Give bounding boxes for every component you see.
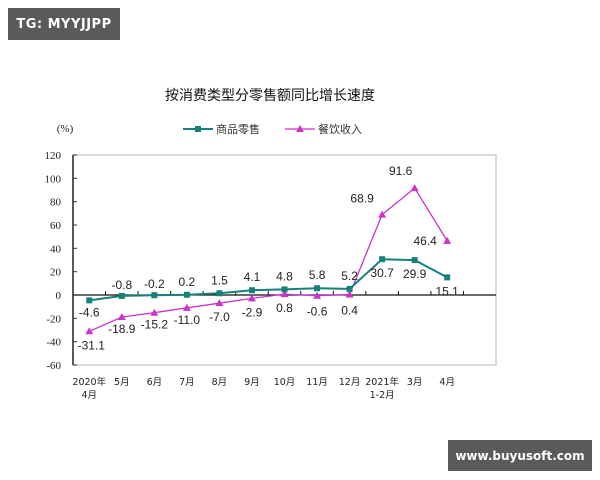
retail-marker xyxy=(216,290,223,297)
retail-marker xyxy=(183,291,190,298)
series-line-retail xyxy=(89,258,448,302)
y-tick-label: -60 xyxy=(46,360,61,372)
legend-label: 餐饮收入 xyxy=(318,122,362,136)
catering-marker xyxy=(85,327,94,335)
data-label: -7.0 xyxy=(209,310,230,324)
data-label: 15.1 xyxy=(436,284,460,298)
retail-marker xyxy=(346,285,353,292)
retail-marker xyxy=(314,285,321,292)
data-label: -2.9 xyxy=(242,305,263,319)
data-label: 0.2 xyxy=(179,275,196,289)
data-label: 4.8 xyxy=(276,269,293,283)
catering-marker xyxy=(345,290,354,298)
y-tick-label: -20 xyxy=(46,313,61,325)
series-line-catering xyxy=(89,187,448,332)
catering-marker xyxy=(215,299,224,307)
data-label: 91.6 xyxy=(389,164,413,178)
legend-label: 商品零售 xyxy=(216,122,260,136)
data-label: -4.6 xyxy=(79,305,100,319)
y-tick-label: -40 xyxy=(46,337,61,349)
data-label: -18.9 xyxy=(108,322,136,336)
catering-marker xyxy=(117,313,126,321)
x-category-label: 1-2月 xyxy=(370,390,395,401)
x-category-label: 4月 xyxy=(81,390,97,401)
x-category-label: 8月 xyxy=(212,377,228,388)
data-label: -0.8 xyxy=(111,278,132,292)
x-category-label: 2021年 xyxy=(365,376,399,388)
catering-marker xyxy=(410,184,419,192)
data-label: -15.2 xyxy=(141,318,169,332)
x-category-label: 11月 xyxy=(306,377,328,388)
y-tick-label: 0 xyxy=(56,290,62,302)
catering-marker xyxy=(378,210,387,218)
retail-marker xyxy=(379,256,386,263)
x-category-label: 4月 xyxy=(439,377,455,388)
data-label: -0.6 xyxy=(307,305,328,319)
x-category-label: 2020年 xyxy=(72,376,106,388)
x-category-label: 7月 xyxy=(179,377,195,388)
watermark-site-badge: www.buyusoft.com xyxy=(448,440,592,471)
data-label: -11.0 xyxy=(174,313,201,327)
legend-triangle-marker-icon xyxy=(296,125,304,132)
data-label: 4.1 xyxy=(244,270,261,284)
x-category-label: 10月 xyxy=(274,377,296,388)
x-category-label: 6月 xyxy=(147,377,163,388)
data-label: 68.9 xyxy=(350,192,374,206)
catering-marker xyxy=(182,303,191,311)
plot-area: 120 100 80 60 40 20 0 -20 -40 -60 2020年 4月 5月 6月 7月 8月 9… xyxy=(45,150,497,401)
catering-marker xyxy=(443,236,452,244)
data-label: 0.8 xyxy=(276,301,293,315)
y-tick-label: 60 xyxy=(50,220,62,232)
y-tick-label: 80 xyxy=(50,197,62,209)
x-category-label: 3月 xyxy=(407,377,423,388)
y-axis-unit-label: (%) xyxy=(57,123,74,135)
catering-marker xyxy=(150,308,159,316)
legend-square-marker-icon xyxy=(195,126,201,132)
data-label: 5.2 xyxy=(341,269,358,283)
data-label: 0.4 xyxy=(341,304,358,318)
x-category-label: 9月 xyxy=(244,377,260,388)
watermark-tg-badge: TG: MYYJJPP xyxy=(8,8,120,40)
retail-marker xyxy=(151,292,158,299)
plot-border xyxy=(72,154,497,366)
data-label: 5.8 xyxy=(309,268,326,282)
x-category-label: 5月 xyxy=(114,377,130,388)
data-label: 1.5 xyxy=(211,273,228,287)
chart-title: 按消费类型分零售额同比增长速度 xyxy=(165,88,375,104)
data-label: -31.1 xyxy=(78,338,106,352)
y-tick-label: 100 xyxy=(45,173,62,185)
chart-legend: 商品零售 餐饮收入 xyxy=(183,122,362,136)
y-tick-label: 40 xyxy=(50,243,62,255)
x-category-label: 12月 xyxy=(339,377,361,388)
retail-marker xyxy=(444,274,451,281)
data-label: -0.2 xyxy=(144,277,165,291)
catering-marker xyxy=(247,294,256,302)
retail-marker xyxy=(248,287,255,294)
y-tick-label: 20 xyxy=(50,267,62,279)
data-label: 30.7 xyxy=(370,266,394,280)
y-tick-label: 120 xyxy=(45,150,62,162)
catering-marker xyxy=(313,291,322,299)
retail-marker xyxy=(411,257,418,264)
retail-marker xyxy=(118,292,125,299)
data-label: 29.9 xyxy=(403,267,427,281)
catering-marker xyxy=(280,290,289,298)
data-label: 46.4 xyxy=(414,234,438,248)
retail-marker xyxy=(86,297,93,304)
retail-marker xyxy=(281,286,288,293)
